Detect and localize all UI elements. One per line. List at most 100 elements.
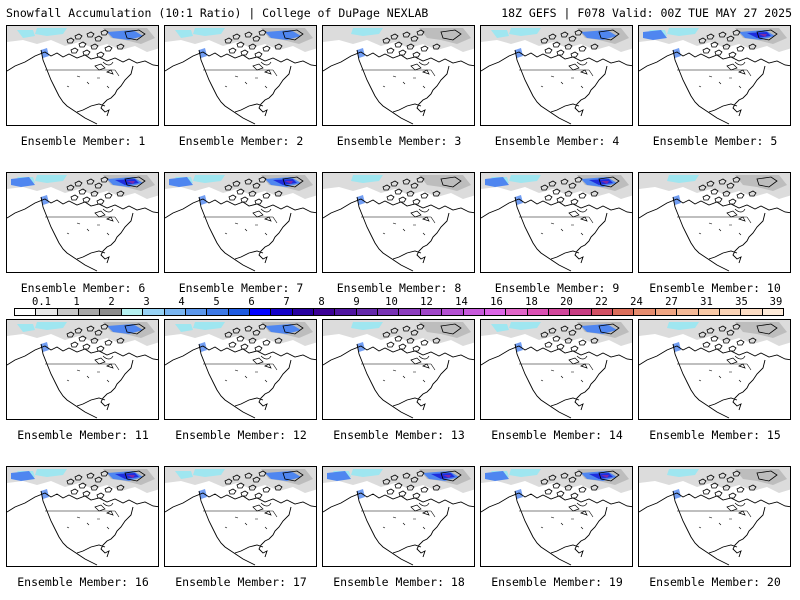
colorbar-tick-label: 9 <box>353 296 360 308</box>
colorbar-tick-label: 2 <box>108 296 115 308</box>
colorbar-segment <box>634 309 656 315</box>
north-america-map <box>481 26 632 125</box>
colorbar-tick-label: 20 <box>560 296 573 308</box>
colorbar-tick-label: 39 <box>769 296 783 308</box>
ensemble-member-label: Ensemble Member: 11 <box>17 428 149 442</box>
ensemble-member-map <box>164 319 317 420</box>
north-america-map <box>481 467 632 566</box>
ensemble-member-map <box>164 466 317 567</box>
ensemble-member-label: Ensemble Member: 19 <box>491 575 623 589</box>
colorbar-segment <box>57 309 80 315</box>
snowfall-colorbar <box>14 308 784 316</box>
colorbar-segment <box>463 309 485 315</box>
colorbar-segment <box>249 309 272 315</box>
colorbar-segment <box>185 309 208 315</box>
colorbar-segment <box>36 309 58 315</box>
ensemble-member-map <box>322 172 475 273</box>
ensemble-member-label: Ensemble Member: 8 <box>336 281 462 295</box>
north-america-map <box>165 26 316 125</box>
north-america-map <box>323 467 474 566</box>
colorbar-segment <box>399 309 421 315</box>
colorbar-segment <box>378 309 400 315</box>
ensemble-member-label: Ensemble Member: 1 <box>20 134 146 148</box>
colorbar-tick-label: 1 <box>73 296 80 308</box>
north-america-map <box>165 467 316 566</box>
colorbar-segment <box>527 309 549 315</box>
colorbar-segment <box>762 309 783 315</box>
colorbar-segment <box>719 309 742 315</box>
colorbar-segment <box>356 309 379 315</box>
north-america-map <box>323 173 474 272</box>
ensemble-member-label: Ensemble Member: 15 <box>649 428 781 442</box>
colorbar-tick-label: 18 <box>525 296 538 308</box>
ensemble-member-label: Ensemble Member: 20 <box>649 575 781 589</box>
ensemble-member-label: Ensemble Member: 4 <box>494 134 620 148</box>
colorbar-segment <box>143 309 165 315</box>
colorbar-segment <box>698 309 720 315</box>
ensemble-member-map <box>322 319 475 420</box>
colorbar-tick-label: 6 <box>248 296 255 308</box>
ensemble-member-label: Ensemble Member: 3 <box>336 134 462 148</box>
colorbar-tick-label: 12 <box>420 296 433 308</box>
north-america-map <box>7 173 158 272</box>
colorbar-segment <box>15 309 37 315</box>
colorbar-segment <box>655 309 678 315</box>
colorbar-labels: 0.1 1 2 3 4 5 6 7 8 9 10 12 14 16 18 20 22 24 27 31 35 39 <box>14 296 784 308</box>
colorbar-segment <box>100 309 122 315</box>
north-america-map <box>639 320 790 419</box>
north-america-map <box>165 320 316 419</box>
colorbar-segment <box>484 309 507 315</box>
colorbar-segment <box>228 309 250 315</box>
ensemble-member-label: Ensemble Member: 18 <box>333 575 465 589</box>
ensemble-member-map <box>164 25 317 126</box>
ensemble-member-label: Ensemble Member: 17 <box>175 575 307 589</box>
north-america-map <box>7 320 158 419</box>
ensemble-member-map <box>480 172 633 273</box>
colorbar-segment <box>314 309 336 315</box>
north-america-map <box>481 173 632 272</box>
north-america-map <box>323 26 474 125</box>
ensemble-member-map <box>638 172 791 273</box>
colorbar-segment <box>570 309 592 315</box>
ensemble-member-map <box>638 466 791 567</box>
colorbar-segment <box>292 309 315 315</box>
ensemble-member-label: Ensemble Member: 2 <box>178 134 304 148</box>
colorbar-segment <box>548 309 571 315</box>
colorbar-segment <box>335 309 357 315</box>
ensemble-member-label: Ensemble Member: 10 <box>649 281 781 295</box>
ensemble-member-label: Ensemble Member: 12 <box>175 428 307 442</box>
ensemble-member-map <box>322 25 475 126</box>
colorbar-tick-label: 4 <box>178 296 185 308</box>
north-america-map <box>639 173 790 272</box>
colorbar-tick-label: 35 <box>735 296 748 308</box>
ensemble-member-label: Ensemble Member: 16 <box>17 575 149 589</box>
colorbar-segment <box>164 309 186 315</box>
ensemble-member-map <box>6 172 159 273</box>
ensemble-member-label: Ensemble Member: 13 <box>333 428 465 442</box>
map-title: Snowfall Accumulation (10:1 Ratio) | Col… <box>6 6 429 20</box>
ensemble-member-map <box>480 25 633 126</box>
colorbar-tick-label: 31 <box>700 296 713 308</box>
colorbar-segment <box>420 309 443 315</box>
colorbar-tick-label: 10 <box>385 296 398 308</box>
colorbar-tick-label: 22 <box>595 296 608 308</box>
ensemble-member-map <box>480 319 633 420</box>
ensemble-member-label: Ensemble Member: 5 <box>652 134 778 148</box>
colorbar-tick-label: 7 <box>283 296 290 308</box>
colorbar-segment <box>613 309 635 315</box>
colorbar-segment <box>121 309 144 315</box>
colorbar-segment <box>442 309 464 315</box>
north-america-map <box>323 320 474 419</box>
colorbar-tick-label: 8 <box>318 296 325 308</box>
colorbar-segment <box>506 309 528 315</box>
ensemble-member-label: Ensemble Member: 14 <box>491 428 623 442</box>
colorbar-segment <box>677 309 699 315</box>
ensemble-member-label: Ensemble Member: 6 <box>20 281 146 295</box>
colorbar-segment <box>79 309 101 315</box>
ensemble-member-label: Ensemble Member: 7 <box>178 281 304 295</box>
ensemble-member-map <box>6 466 159 567</box>
run-valid-time: 18Z GEFS | F078 Valid: 00Z TUE MAY 27 20… <box>501 6 792 20</box>
colorbar-tick-label: 3 <box>143 296 150 308</box>
colorbar-tick-label: 24 <box>630 296 643 308</box>
ensemble-member-map <box>638 25 791 126</box>
